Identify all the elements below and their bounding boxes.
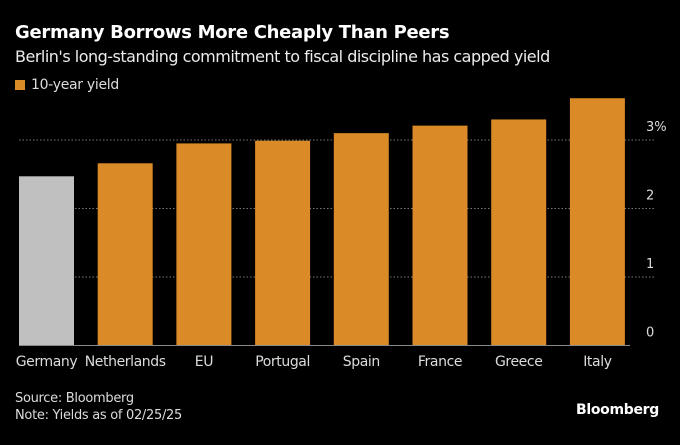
x-tick-label: Italy [583,354,611,370]
bar-portugal [255,140,311,346]
bar-spain [333,133,389,346]
chart-footer: Source: Bloomberg Note: Yields as of 02/… [15,390,182,424]
bar-italy [569,98,625,346]
y-tick-label: 1 [646,257,654,272]
chart-title: Germany Borrows More Cheaply Than Peers [15,22,450,43]
x-tick-label: Netherlands [85,354,166,370]
y-tick-label: 0 [646,326,654,341]
chart-subtitle: Berlin's long-standing commitment to fis… [15,47,550,66]
x-axis-labels: Germany Netherlands EU Portugal Spain France G… [16,354,612,370]
bar-netherlands [97,163,153,346]
x-tick-label: Germany [16,354,78,370]
y-tick-label: 3% [646,120,667,135]
x-tick-label: Greece [495,354,542,370]
source-note: Source: Bloomberg [15,391,134,406]
x-tick-label: EU [195,354,213,370]
y-tick-label: 2 [646,189,654,204]
bar-chart: 0 1 2 3% Germany Netherlands EU Portugal Spain F… [16,98,667,370]
legend: 10-year yield [15,77,119,93]
bar-greece [491,119,547,346]
x-tick-label: Spain [343,354,380,370]
legend-label: 10-year yield [31,77,119,93]
x-tick-label: France [418,354,462,370]
y-axis-ticks: 0 1 2 3% [646,120,667,341]
x-tick-label: Portugal [255,354,310,370]
bloomberg-logo: Bloomberg [575,402,659,418]
bar-germany [19,176,74,346]
legend-swatch [15,80,25,90]
bar-eu [176,143,232,346]
date-note: Note: Yields as of 02/25/25 [15,408,182,423]
bar-france [412,125,468,346]
bars [19,98,630,346]
